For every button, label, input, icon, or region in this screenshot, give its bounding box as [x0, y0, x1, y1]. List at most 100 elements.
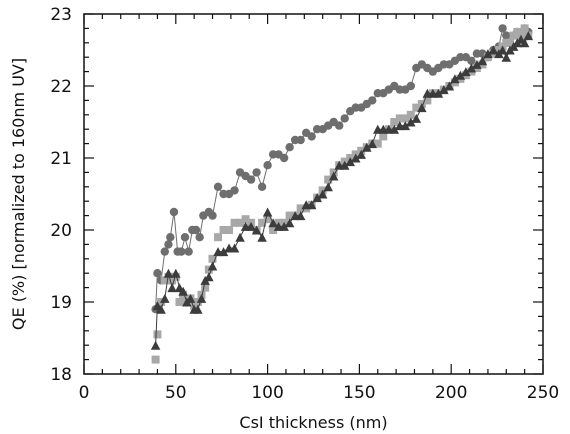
data-point-triangle — [306, 200, 317, 210]
data-point-square — [208, 254, 217, 263]
y-tick-label: 21 — [50, 149, 72, 169]
data-point-triangle — [328, 171, 339, 181]
data-point-triangle — [235, 232, 245, 242]
data-point-triangle — [160, 293, 170, 303]
data-point-circle — [177, 247, 186, 256]
y-tick-label: 20 — [50, 221, 72, 241]
data-point-circle — [335, 121, 344, 130]
data-point-circle — [246, 175, 256, 184]
data-point-triangle — [268, 218, 278, 228]
data-point-square — [201, 283, 210, 292]
plot-border — [83, 13, 544, 375]
data-point-triangle — [193, 304, 203, 314]
data-point-square — [390, 118, 399, 126]
data-point-square — [258, 218, 267, 227]
data-point-circle — [257, 182, 267, 191]
data-point-square — [175, 298, 184, 306]
data-point-circle — [263, 161, 272, 170]
data-point-triangle — [361, 142, 372, 152]
data-point-circle — [368, 96, 377, 105]
data-point-triangle — [439, 85, 449, 95]
data-point-triangle — [251, 225, 262, 235]
data-point-square — [379, 132, 388, 141]
plot-frame — [83, 13, 544, 375]
data-point-square — [241, 215, 250, 224]
data-point-square — [324, 175, 333, 184]
data-point-square — [406, 110, 415, 119]
data-point-triangle — [345, 157, 355, 167]
data-point-triangle — [279, 221, 289, 231]
data-point-triangle — [218, 247, 229, 257]
data-point-triangle — [246, 221, 256, 231]
data-point-triangle — [167, 283, 177, 293]
data-point-circle — [340, 114, 349, 123]
data-point-circle — [285, 143, 294, 152]
axis-labels: CsI thickness (nm) QE (%) [normalized to… — [9, 58, 388, 432]
data-point-square — [153, 330, 162, 339]
data-point-circle — [307, 132, 316, 141]
x-tick-label: 150 — [343, 383, 375, 403]
data-point-triangle — [411, 113, 422, 123]
data-point-square — [269, 226, 278, 234]
y-tick-label: 18 — [50, 365, 72, 385]
data-point-circle — [184, 247, 193, 256]
data-point-triangle — [317, 189, 328, 199]
data-point-circle — [191, 225, 201, 235]
data-point-triangle — [171, 268, 181, 278]
y-axis-label: QE (%) [normalized to 160nm UV] — [9, 58, 28, 330]
data-point-triangle — [295, 211, 306, 221]
data-point-circle — [498, 24, 507, 33]
data-point-triangle — [312, 193, 322, 203]
data-point-triangle — [497, 45, 508, 55]
data-point-triangle — [207, 261, 218, 271]
data-point-circle — [166, 233, 175, 242]
data-point-circle — [180, 233, 190, 242]
data-point-triangle — [339, 160, 350, 170]
data-point-square — [296, 204, 305, 213]
data-point-triangle — [466, 63, 477, 73]
data-point-square — [412, 103, 421, 112]
data-point-triangle — [229, 243, 240, 253]
data-point-triangle — [156, 304, 166, 314]
data-point-circle — [406, 81, 416, 91]
data-point-square — [285, 211, 294, 220]
x-axis-label: CsI thickness (nm) — [239, 413, 387, 432]
data-point-square — [151, 355, 160, 364]
data-point-circle — [230, 186, 239, 195]
data-point-triangle — [523, 31, 534, 41]
data-point-square — [395, 114, 404, 123]
data-point-triangle — [204, 272, 214, 282]
data-point-triangle — [150, 340, 161, 350]
x-tick-label: 250 — [527, 383, 559, 403]
data-point-square — [263, 215, 272, 224]
data-point-triangle — [519, 38, 530, 48]
data-point-triangle — [417, 103, 427, 113]
data-point-circle — [208, 211, 217, 220]
data-point-triangle — [257, 232, 267, 242]
data-point-triangle — [367, 139, 378, 149]
data-point-triangle — [284, 218, 295, 228]
series-triangle — [150, 31, 534, 350]
data-point-triangle — [350, 153, 361, 163]
x-tick-label: 50 — [165, 383, 187, 403]
data-point-square — [219, 226, 228, 234]
data-point-square — [401, 114, 410, 123]
data-point-circle — [502, 31, 511, 40]
data-point-triangle — [472, 59, 482, 69]
data-point-triangle — [356, 149, 366, 159]
data-point-triangle — [185, 293, 196, 303]
data-point-triangle — [406, 117, 416, 127]
data-point-square — [520, 24, 529, 33]
data-point-triangle — [178, 286, 188, 296]
data-point-triangle — [488, 45, 499, 55]
data-point-circle — [279, 153, 289, 163]
data-point-circle — [160, 247, 169, 256]
data-point-circle — [296, 135, 305, 145]
data-point-square — [236, 218, 245, 227]
data-point-triangle — [163, 268, 174, 278]
data-point-triangle — [455, 70, 466, 80]
y-tick-label: 22 — [50, 77, 72, 97]
data-point-triangle — [196, 293, 207, 303]
data-point-circle — [195, 233, 204, 242]
